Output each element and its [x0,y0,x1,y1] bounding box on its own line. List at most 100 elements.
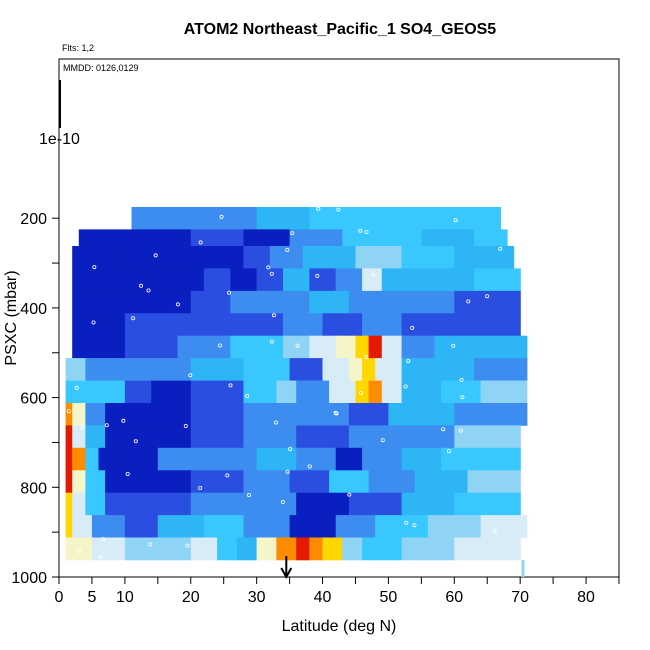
y-tick-label: 600 [20,391,47,408]
heatmap-cell [65,358,86,381]
sample-point [273,420,278,425]
heatmap-cell [362,537,403,561]
heatmap-cell [65,515,73,538]
sample-point [358,390,363,395]
sample-point [466,299,471,304]
heatmap-cell [401,447,442,471]
heatmap-cell [335,447,363,471]
heatmap-cell [124,313,179,337]
sample-point [315,273,320,278]
sample-point [185,543,190,548]
heatmap-cell [381,268,422,292]
heatmap-cell [276,537,297,561]
heatmap-cell [381,335,403,359]
flights-annotation: Flts: 1,2 [62,43,94,53]
heatmap-cell [335,268,363,292]
heatmap-cell [362,358,376,381]
sample-point [285,469,290,474]
heatmap-cell [362,447,403,471]
heatmap-cell [190,492,245,516]
heatmap-cell [65,425,73,449]
sample-point [226,290,231,295]
sample-point [336,207,341,212]
heatmap-cell [289,358,324,381]
sample-point [245,393,250,398]
heatmap-cell [203,268,231,292]
heatmap-cell [230,290,271,314]
heatmap-cell [296,380,330,404]
heatmap-cell [454,537,521,561]
heatmap-cell [124,447,159,471]
sample-point [219,214,224,219]
heatmap-cell [421,229,475,247]
heatmap-cell [243,246,271,269]
sample-point [412,523,417,528]
heatmap-cell [138,470,192,494]
sample-point [358,228,363,233]
heatmap-cell [335,335,357,359]
heatmap-cell [421,268,475,292]
sample-point [148,542,153,547]
heatmap-cell [72,492,86,516]
heatmap-cell [72,515,93,538]
sample-point [146,288,151,293]
x-axis-label: Latitude (deg N) [282,618,397,635]
heatmap-cell [335,515,376,538]
heatmap-cell [381,380,403,404]
heatmap-cell [283,268,310,292]
heatmap-cell [256,537,277,561]
heatmap-cell [243,425,297,449]
heatmap-cell [124,537,159,561]
x-tick-label: 20 [182,589,200,606]
heatmap-cell [289,470,330,494]
heatmap-cell [91,380,126,404]
y-tick-label: 1000 [11,570,47,587]
heatmap-cell [131,207,192,230]
x-tick-label: 30 [248,589,266,606]
heatmap-cell [322,358,350,381]
heatmap-cell [65,537,93,561]
heatmap-cell [348,425,403,449]
y-tick-label: 800 [20,480,47,497]
sample-point [485,294,490,299]
sample-point [66,409,71,414]
heatmap-cell [322,537,343,561]
heatmap-cell [105,425,139,449]
chart-title: ATOM2 Northeast_Pacific_1 SO4_GEOS5 [184,21,497,38]
sample-point [133,439,138,444]
x-tick-label: 10 [116,589,134,606]
heatmap-cell [138,290,192,314]
heatmap-cell [276,380,297,404]
heatmap-cell [230,268,258,292]
heatmap-cell [217,537,238,561]
heatmap-cell [329,470,370,494]
sample-point [288,446,293,451]
markers [59,80,525,580]
heatmap-cell [256,207,310,230]
heatmap-cell [85,358,139,381]
heatmap-cell [362,313,403,337]
heatmap-cell [401,537,455,561]
heatmap-cell [243,229,291,247]
heatmap-cell [454,425,521,449]
heatmap-cell [124,380,152,404]
heatmap-cell [138,492,192,516]
heatmap-cell [454,403,528,426]
heatmap-cell [190,425,245,449]
heatmap-cell [65,470,73,494]
heatmap-cell [401,313,455,337]
sample-point [269,271,274,276]
heatmap-cell [368,470,416,494]
heatmap-cell [65,380,93,404]
heatmap-cell [375,207,501,230]
x-tick-label: 60 [445,589,463,606]
sample-point [316,206,321,211]
heatmap-cell [474,358,528,381]
heatmap-cell [283,313,324,337]
heatmap-cell [72,313,126,337]
sample-point [104,423,109,428]
heatmap-cell [190,470,245,494]
heatmap-cell [124,515,159,538]
sample-point [92,265,97,270]
heatmap-layers [65,207,528,561]
